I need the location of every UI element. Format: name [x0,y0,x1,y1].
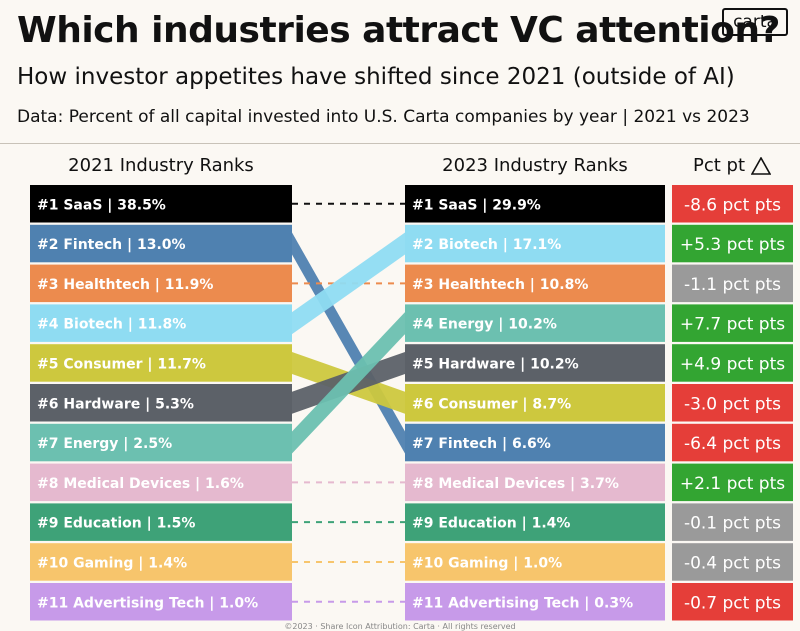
rank-2023-bar-medical-devices [405,463,665,502]
carta-logo: carta [722,8,788,36]
flow-band-biotech [292,232,405,335]
rank-2023-label-energy: #4 Energy | 10.2% [412,317,557,333]
rank-2021-bar-energy [30,423,292,462]
change-badge [672,224,793,263]
change-label: +4.9 pct pts [680,354,785,374]
flow-layer [292,202,405,603]
rank-2021-bar-education [30,503,292,541]
rank-2021-bar-hardware [30,384,292,422]
rank-2021-label-advertising-tech: #11 Advertising Tech | 1.0% [37,595,258,611]
change-label: -0.4 pct pts [684,553,781,573]
rank-2023-bar-saas [405,185,665,223]
change-label: +7.7 pct pts [680,315,785,335]
rank-2023-bar-gaming [405,543,665,581]
change-label: -3.0 pct pts [684,394,781,414]
rank-2021-label-hardware: #6 Hardware | 5.3% [37,396,194,412]
rank-2023-bar-advertising-tech [405,583,665,621]
rank-2023-label-saas: #1 SaaS | 29.9% [412,197,541,213]
rank-2023-bar-biotech [405,224,665,263]
change-badge [672,264,793,303]
change-badge [672,463,793,502]
rank-2021-label-biotech: #4 Biotech | 11.8% [37,317,186,333]
change-badge [672,583,793,621]
rank-2021-bar-gaming [30,543,292,581]
rank-2023-bar-education [405,503,665,541]
column-header-change: Pct pt [672,155,792,176]
rank-2021-bar-saas [30,185,292,223]
rank-2023-label-medical-devices: #8 Medical Devices | 3.7% [412,476,619,492]
rank-2021-label-fintech: #2 Fintech | 13.0% [37,237,186,253]
change-label: -6.4 pct pts [684,434,781,454]
rank-2023-bar-healthtech [405,264,665,303]
change-badge [672,304,793,342]
rank-2021-bar-healthtech [30,264,292,303]
rank-2023-bar-fintech [405,423,665,462]
change-label: +2.1 pct pts [680,474,785,494]
change-badge [672,503,793,541]
column-header-change-label: Pct pt [692,155,745,176]
column-header-2021: 2021 Industry Ranks [68,155,254,176]
rank-2021-label-education: #9 Education | 1.5% [37,516,195,532]
change-badge [672,344,793,382]
flow-band-energy [292,312,405,454]
delta-triangle-icon [751,156,771,175]
rank-2023-label-gaming: #10 Gaming | 1.0% [412,555,562,571]
change-badge [672,543,793,581]
page-title: Which industries attract VC attention? [17,10,780,51]
rank-2021-label-healthtech: #3 Healthtech | 11.9% [37,277,213,293]
box-layer: #1 SaaS | 38.5% #2 Fintech | 13.0% #3 Heal… [30,185,793,621]
data-source-note: Data: Percent of all capital invested in… [17,107,750,127]
rank-2023-label-healthtech: #3 Healthtech | 10.8% [412,277,588,293]
header-divider [0,143,800,144]
change-badge [672,384,793,422]
rank-2021-label-energy: #7 Energy | 2.5% [37,436,172,452]
change-label: -1.1 pct pts [684,275,781,295]
rank-2023-label-advertising-tech: #11 Advertising Tech | 0.3% [412,595,633,611]
rank-2021-label-medical-devices: #8 Medical Devices | 1.6% [37,476,244,492]
rank-2023-label-education: #9 Education | 1.4% [412,516,570,532]
rank-2021-label-saas: #1 SaaS | 38.5% [37,197,166,213]
footer-note: ©2023 · Share Icon Attribution: Carta · … [284,622,516,631]
rank-2023-label-consumer: #6 Consumer | 8.7% [412,396,571,412]
change-badge [672,423,793,462]
rank-2023-bar-hardware [405,344,665,382]
rank-2021-bar-biotech [30,304,292,342]
rank-2021-label-gaming: #10 Gaming | 1.4% [37,555,187,571]
rank-2021-bar-advertising-tech [30,583,292,621]
rank-2023-label-hardware: #5 Hardware | 10.2% [412,356,579,372]
change-label: +5.3 pct pts [680,235,785,255]
change-badge [672,185,793,223]
rank-2023-bar-consumer [405,384,665,422]
rank-2023-label-fintech: #7 Fintech | 6.6% [412,436,551,452]
rank-2021-label-consumer: #5 Consumer | 11.7% [37,356,206,372]
change-label: -0.7 pct pts [684,593,781,613]
change-label: -8.6 pct pts [684,195,781,215]
page-subtitle: How investor appetites have shifted sinc… [17,64,735,90]
column-header-2023: 2023 Industry Ranks [442,155,628,176]
rank-2023-bar-energy [405,304,665,342]
rank-2021-bar-consumer [30,344,292,382]
rank-2021-bar-fintech [30,224,292,263]
rank-2021-bar-medical-devices [30,463,292,502]
rank-2023-label-biotech: #2 Biotech | 17.1% [412,237,561,253]
change-label: -0.1 pct pts [684,514,781,534]
